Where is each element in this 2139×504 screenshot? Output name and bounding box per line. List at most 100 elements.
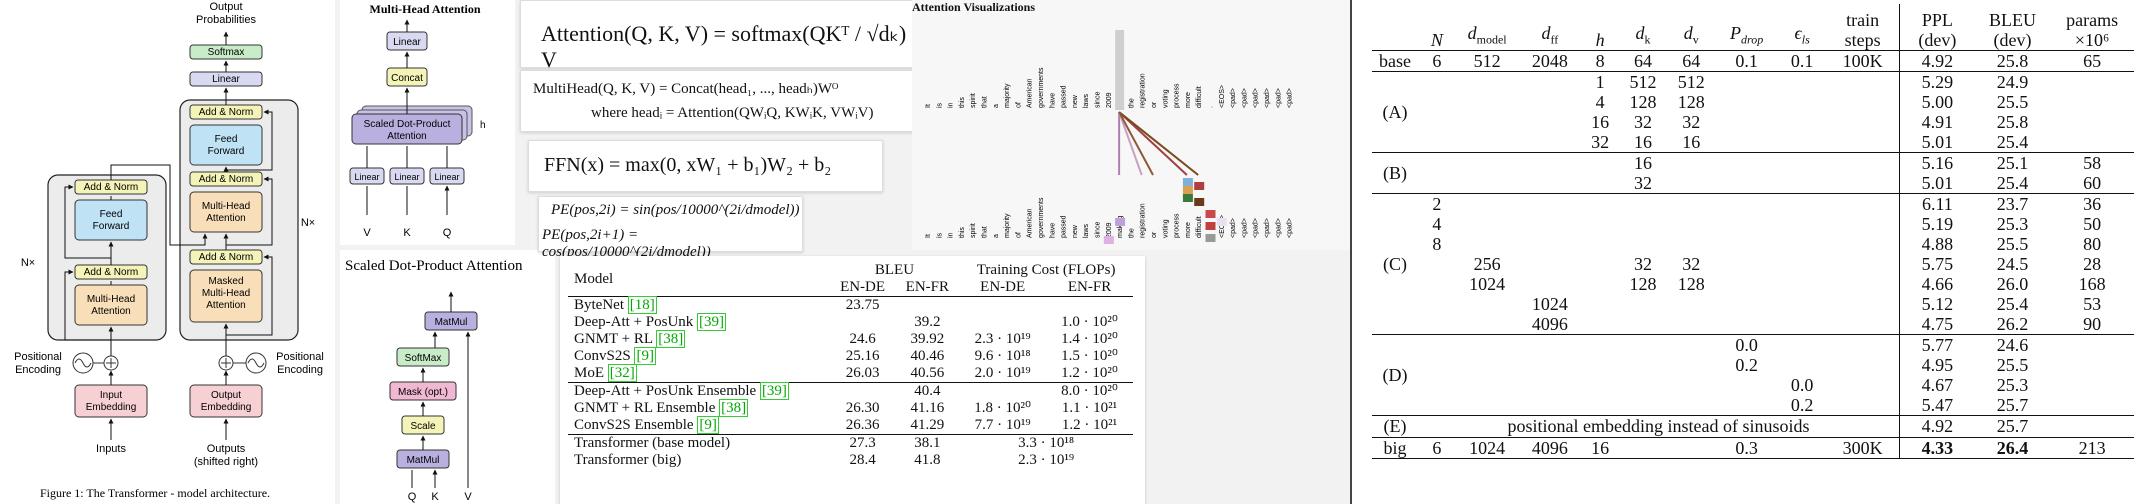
table-cell: 0.0 xyxy=(1790,374,1814,395)
attn-token-bot: have xyxy=(1049,223,1056,238)
attn-token-bot: a xyxy=(993,234,1000,238)
attn-token-bot: that xyxy=(982,226,989,238)
multihead-formula: MultiHead(Q, K, V) = Concat(head₁, ..., … xyxy=(520,70,920,132)
attn-token-top: <EOS> xyxy=(1219,85,1226,108)
svg-text:Forward: Forward xyxy=(93,221,130,232)
table-cell xyxy=(1778,333,1827,355)
table-cell xyxy=(1826,355,1899,375)
table-cell: 0.2 xyxy=(1735,354,1758,375)
table-row: base 6 512 2048 8 64 64 0.1 0.1 100K 4.92 25.8 65 xyxy=(1372,49,2134,71)
table-cell xyxy=(1667,234,1715,254)
table-row: 4 128 128 5.00 25.5 xyxy=(1372,91,2134,112)
table-cell xyxy=(1826,234,1899,254)
table-row: 0.0 4.67 25.3 xyxy=(1372,374,2134,395)
table-cell: 25.7 xyxy=(1996,394,2029,415)
table-cell: 23.7 xyxy=(1974,192,2051,214)
row-group-label: (B) xyxy=(1372,151,1419,193)
table-cell: 256 xyxy=(1473,253,1501,274)
table-cell xyxy=(1715,234,1778,254)
decoder-nx-label: N× xyxy=(301,217,315,229)
attn-token-top: registration xyxy=(1140,73,1147,108)
table-cell: 4.92 xyxy=(1898,49,1975,71)
table-cell: 90 xyxy=(2083,313,2102,334)
table-cell: 58 xyxy=(2050,151,2134,173)
table-cell: 64 xyxy=(1667,49,1716,71)
table-cell xyxy=(1667,395,1715,416)
architecture-diagram: Output Probabilities Softmax Linear Add … xyxy=(14,1,324,500)
table-cell xyxy=(1456,294,1519,314)
attn-highlight xyxy=(1115,30,1125,110)
table-cell xyxy=(1519,112,1582,132)
table-cell: 1 xyxy=(1581,70,1619,92)
table-cell xyxy=(1715,274,1778,294)
table-cell xyxy=(1619,375,1667,395)
table-row: (A) 1 512 512 5.29 24.9 xyxy=(1372,70,2134,152)
col-train-steps: train steps xyxy=(1844,9,1881,50)
table-cell: 16 xyxy=(1581,436,1619,458)
table-cell xyxy=(1667,192,1716,214)
col-d-ff: dff xyxy=(1541,22,1559,47)
table-cell: 65 xyxy=(2050,49,2134,71)
table-cell xyxy=(1715,214,1778,234)
attn-token-top: <pad> xyxy=(1275,88,1282,108)
table-cell xyxy=(1715,173,1778,194)
table-cell xyxy=(1418,173,1456,194)
table-cell xyxy=(1456,375,1519,395)
attention-formula: Attention(Q, K, V) = softmax(QKᵀ / √dₖ) … xyxy=(520,0,915,72)
table-cell xyxy=(1826,70,1900,92)
attn-token-bot: <pad> xyxy=(1275,218,1282,238)
attn-line xyxy=(1118,111,1188,176)
table-cell xyxy=(1715,132,1778,153)
svg-text:MatMul: MatMul xyxy=(407,455,440,466)
table-cell: 128 xyxy=(1677,91,1705,112)
table-cell: 24.9 xyxy=(1974,70,2051,92)
table-cell: 4.91 xyxy=(1898,111,1975,132)
table-cell xyxy=(1826,314,1899,335)
table-cell xyxy=(2050,395,2134,416)
table-cell: 28 xyxy=(2083,253,2102,274)
table-cell: 5.16 xyxy=(1898,151,1975,173)
table-row: Transformer (big) 28.4 41.8 2.3 · 10¹⁹ xyxy=(574,452,1075,468)
table-row: 4 5.19 25.3 50 xyxy=(1372,213,2134,234)
attn-token-bot: <pad> xyxy=(1264,218,1271,238)
attn-token-bot: difficult xyxy=(1196,216,1203,238)
inputs-label: Inputs xyxy=(96,443,126,455)
table-cell xyxy=(1456,173,1519,194)
attn-token-bot: making xyxy=(1117,215,1124,238)
svg-text:V: V xyxy=(363,227,371,239)
svg-text:Add & Norm: Add & Norm xyxy=(199,252,253,263)
table-cell xyxy=(1519,274,1582,294)
attn-token-top: process xyxy=(1174,83,1181,108)
attn-token-top: difficult xyxy=(1196,86,1203,108)
table-cell xyxy=(1519,395,1582,416)
table-cell xyxy=(1826,395,1899,416)
table-cell: 4096 xyxy=(1518,436,1582,458)
table-cell xyxy=(1667,375,1715,395)
table-cell xyxy=(1715,314,1778,335)
table-row: 256 32 32 5.75 24.5 28 xyxy=(1372,253,2134,274)
svg-text:Feed: Feed xyxy=(100,209,123,220)
table-cell xyxy=(1826,151,1900,173)
table-cell xyxy=(1667,294,1715,314)
col-n: N xyxy=(1430,29,1443,50)
table-cell xyxy=(1418,314,1456,335)
attn-token-top: voting xyxy=(1162,89,1169,108)
svg-text:Output: Output xyxy=(211,390,241,401)
table-cell: 36 xyxy=(2050,192,2134,214)
table-cell: 25.5 xyxy=(1996,91,2029,112)
svg-text:Positional: Positional xyxy=(276,351,324,363)
attn-token-bot: registration xyxy=(1140,203,1147,238)
table-cell: 16 xyxy=(1618,151,1668,173)
table-cell xyxy=(1778,151,1827,173)
table-cell xyxy=(1455,70,1519,92)
variations-table-panel: N dmodel dff h dk dv Pdrop ϵls train step… xyxy=(1350,0,2139,504)
table-cell: 128 xyxy=(1629,91,1657,112)
attn-token-bot: majority xyxy=(1004,213,1011,238)
attn-token-bot: laws xyxy=(1083,223,1090,238)
table-cell xyxy=(1519,254,1582,274)
svg-text:Mask (opt.): Mask (opt.) xyxy=(398,387,448,398)
table-cell: 1024 xyxy=(1469,273,1506,294)
table-cell: 4.66 xyxy=(1898,273,1975,294)
col-ppl: PPL (dev) xyxy=(1898,4,1975,50)
svg-text:Positional: Positional xyxy=(14,351,62,363)
